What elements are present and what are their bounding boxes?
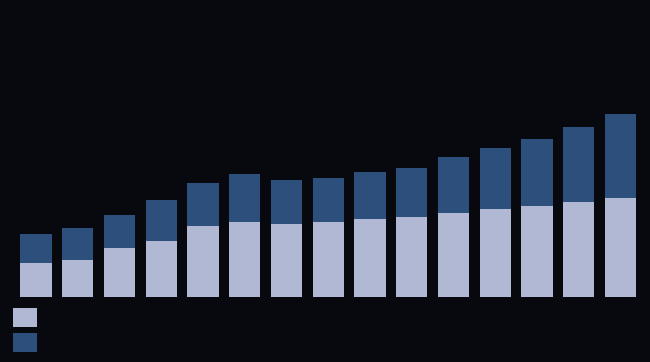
Bar	[187, 226, 218, 297]
Bar	[438, 213, 469, 297]
Bar	[146, 241, 177, 297]
Bar	[396, 168, 428, 217]
Bar	[146, 200, 177, 241]
Bar	[62, 260, 94, 297]
Bar	[563, 202, 595, 297]
Bar	[480, 209, 511, 297]
Bar	[271, 224, 302, 297]
Bar	[354, 172, 385, 219]
Bar	[229, 222, 261, 297]
Bar	[229, 174, 261, 222]
Bar	[521, 139, 552, 206]
Bar	[313, 178, 344, 222]
Bar	[354, 219, 385, 297]
Bar	[605, 114, 636, 198]
Bar	[104, 215, 135, 248]
Bar	[20, 233, 51, 263]
Bar	[438, 157, 469, 213]
FancyBboxPatch shape	[13, 308, 38, 327]
Bar	[480, 148, 511, 209]
Bar	[563, 127, 595, 202]
Bar	[605, 198, 636, 297]
Bar	[271, 180, 302, 224]
Bar	[187, 183, 218, 226]
Bar	[20, 263, 51, 297]
Bar	[396, 217, 428, 297]
Bar	[521, 206, 552, 297]
Bar	[313, 222, 344, 297]
Bar	[62, 228, 94, 260]
Bar	[104, 248, 135, 297]
FancyBboxPatch shape	[13, 333, 38, 352]
